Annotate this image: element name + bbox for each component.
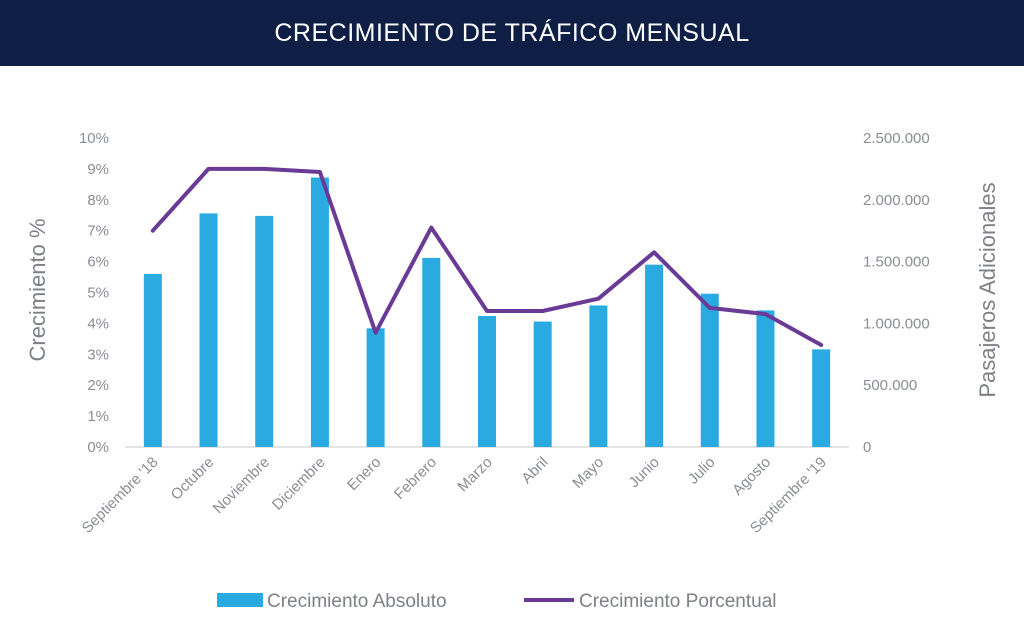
left-tick-label: 6% [87,254,109,271]
bar [589,305,608,447]
x-tick-label: Abril [518,454,551,487]
right-axis-title: Pasajeros Adicionales [975,182,1000,397]
bar [756,310,775,447]
x-tick-label: Noviembre [210,454,273,517]
right-tick-label: 1.500.000 [863,254,930,271]
left-tick-label: 9% [87,161,109,178]
right-tick-label: 1.000.000 [863,315,930,332]
bar [645,264,664,447]
left-tick-label: 0% [87,439,109,456]
x-tick-label: Marzo [454,454,495,495]
right-axis-ticks: 0 500.000 1.000.000 1.500.000 2.000.000 2.500… [863,130,930,456]
right-tick-label: 0 [863,439,871,456]
x-tick-label: Septiembre '18 [79,454,162,537]
right-tick-label: 2.000.000 [863,192,930,209]
x-tick-label: Octubre [168,454,218,504]
left-axis-ticks: 0% 1% 2% 3% 4% 5% 6% 7% 8% 9% 10% [79,130,109,456]
left-tick-label: 2% [87,377,109,394]
legend-swatch-bar [217,593,263,607]
bar [310,177,329,447]
left-tick-label: 1% [87,408,109,425]
legend-label-line: Crecimiento Porcentual [579,591,776,612]
left-tick-label: 4% [87,315,109,332]
left-axis-title: Crecimiento % [25,218,50,361]
bar [366,328,385,447]
x-tick-label: Febrero [391,454,440,503]
x-tick-label: Mayo [569,454,607,492]
legend: Crecimiento Absoluto Crecimiento Porcent… [217,591,776,612]
bar [478,315,496,447]
x-tick-label: Diciembre [269,454,329,514]
bar [255,215,274,447]
x-tick-label: Julio [685,454,719,488]
x-tick-label: Enero [344,454,384,494]
x-tick-label: Junio [626,454,663,491]
bar [812,349,831,447]
bar [700,293,719,447]
line-series-crecimiento-porcentual [150,166,824,347]
left-tick-label: 8% [87,192,109,209]
bar-series [143,177,831,447]
right-tick-label: 2.500.000 [863,130,930,147]
traffic-growth-chart: 0% 1% 2% 3% 4% 5% 6% 7% 8% 9% 10% 0 500.000 1.000.00… [25,130,1000,612]
bar [199,213,218,447]
left-tick-label: 5% [87,285,109,302]
left-tick-label: 3% [87,346,109,363]
chart-title: CRECIMIENTO DE TRÁFICO MENSUAL [274,19,750,47]
x-tick-label: Agosto [729,454,774,499]
left-tick-label: 10% [79,130,109,147]
bar [143,273,162,447]
bar [422,257,441,447]
bar [533,321,552,447]
left-tick-label: 7% [87,223,109,240]
right-tick-label: 500.000 [863,377,917,394]
title-banner: CRECIMIENTO DE TRÁFICO MENSUAL [0,0,1024,66]
legend-label-bar: Crecimiento Absoluto [267,591,447,612]
